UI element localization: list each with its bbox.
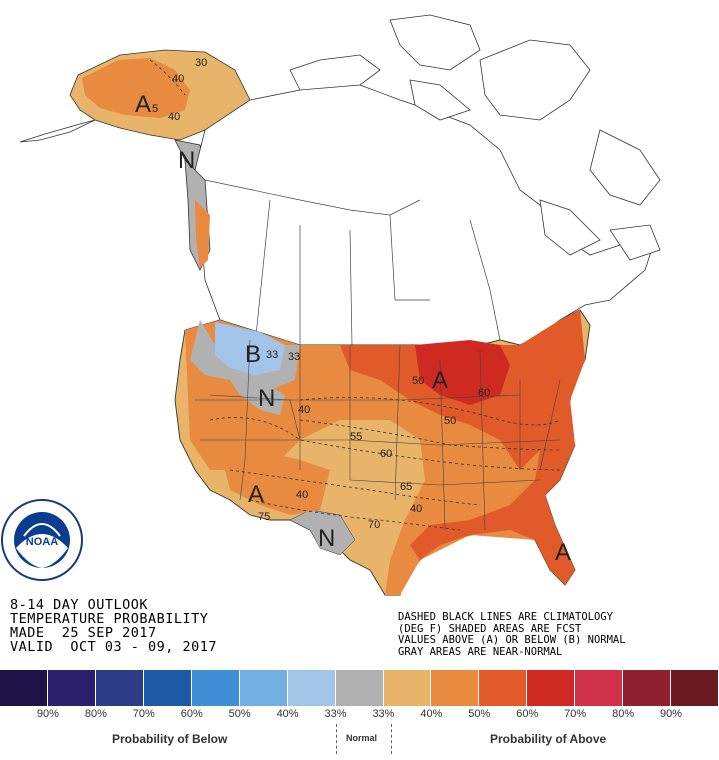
legend-swatch xyxy=(479,670,528,706)
texas-normal-label: N xyxy=(318,525,335,552)
legend-swatch xyxy=(47,670,96,706)
contour-40-alaska-a: 40 xyxy=(172,73,184,85)
notes-line-1: DASHED BLACK LINES ARE CLIMATOLOGY xyxy=(398,611,613,623)
legend-percent-label: 70% xyxy=(564,708,587,720)
notes-line-2: (DEG F) SHADED AREAS ARE FCST xyxy=(398,622,582,635)
legend-percent-label: 60% xyxy=(516,708,539,720)
legend-percent-label: 60% xyxy=(180,708,203,720)
pacific-coast-strip xyxy=(184,158,211,271)
alaska-region xyxy=(19,49,251,176)
legend-swatch xyxy=(95,670,144,706)
contour-50-a: 50 xyxy=(412,375,424,387)
map-notes: DASHED BLACK LINES ARE CLIMATOLOGY (DEG … xyxy=(398,611,716,658)
legend-swatch xyxy=(575,670,624,706)
contour-40-d: 40 xyxy=(296,489,308,501)
contour-33-a: 33 xyxy=(266,349,278,361)
legend-percent-label: 50% xyxy=(228,708,251,720)
contour-50-b: 50 xyxy=(444,415,456,427)
contour-65: 65 xyxy=(400,481,412,493)
contour-60-b: 60 xyxy=(478,387,490,399)
northwest-below-label: B xyxy=(245,341,261,368)
contour-33-b: 33 xyxy=(288,351,300,363)
noaa-logo: NOAA xyxy=(1,499,83,581)
northwest-normal-label: N xyxy=(258,385,275,412)
contour-30: 30 xyxy=(195,57,207,69)
legend-swatch xyxy=(431,670,480,706)
contour-40-c: 40 xyxy=(298,404,310,416)
legend-swatch xyxy=(191,670,240,706)
contour-70: 70 xyxy=(368,519,380,531)
legend-swatch xyxy=(335,670,384,706)
legend-percent-label: 80% xyxy=(84,708,107,720)
legend-percent-labels: 90% 80% 70% 60% 50% 40% 33% 33% 40% 50% 60% 70% 80% 9… xyxy=(0,708,719,724)
normal-divider-right xyxy=(391,724,392,754)
legend-swatch xyxy=(239,670,288,706)
contour-5: 5 xyxy=(152,103,158,115)
forecast-labels: A N B N A N A A 30 40 40 5 33 33 40 40 4… xyxy=(135,57,571,566)
climatology-lines xyxy=(209,397,561,531)
legend-percent-label: 90% xyxy=(36,708,59,720)
florida-above-label: A xyxy=(555,539,571,566)
legend-percent-label: 80% xyxy=(612,708,635,720)
canada-provinces xyxy=(204,179,501,346)
legend-color-bar xyxy=(0,670,719,706)
legend-percent-label: 33% xyxy=(324,708,347,720)
contour-40-alaska-b: 40 xyxy=(168,111,180,123)
outlook-map: A N B N A N A A 30 40 40 5 33 33 40 40 4… xyxy=(1,14,661,596)
normal-divider-left xyxy=(336,724,337,754)
legend-swatch xyxy=(623,670,672,706)
below-caption: Probability of Below xyxy=(112,732,228,746)
contour-75: 75 xyxy=(258,511,270,523)
header-line-1: 8-14 DAY OUTLOOK xyxy=(10,597,149,613)
legend-percent-label: 33% xyxy=(372,708,395,720)
state-lines xyxy=(195,339,561,531)
legend-percent-label: 40% xyxy=(420,708,443,720)
noaa-logo-text: NOAA xyxy=(26,536,58,548)
contour-55: 55 xyxy=(350,431,362,443)
great-lakes-above-label: A xyxy=(432,367,448,394)
southwest-above-label: A xyxy=(248,481,264,508)
legend-swatch xyxy=(0,670,48,706)
legend-percent-label: 90% xyxy=(660,708,683,720)
legend-swatch xyxy=(671,670,719,706)
contour-40-e: 40 xyxy=(410,503,422,515)
legend-swatch xyxy=(287,670,336,706)
legend-percent-label: 50% xyxy=(468,708,491,720)
legend-swatch xyxy=(383,670,432,706)
header-line-4: VALID OCT 03 - 09, 2017 xyxy=(10,639,218,655)
above-caption: Probability of Above xyxy=(490,732,607,746)
notes-line-3: VALUES ABOVE (A) OR BELOW (B) NORMAL xyxy=(398,634,626,646)
legend-swatch xyxy=(143,670,192,706)
contour-60-a: 60 xyxy=(380,448,392,460)
normal-caption: Normal xyxy=(346,733,378,743)
canada-region xyxy=(194,14,661,346)
legend-swatch xyxy=(527,670,576,706)
alaska-above-label: A xyxy=(135,91,151,118)
header-line-3: MADE 25 SEP 2017 xyxy=(10,625,157,641)
legend-percent-label: 40% xyxy=(276,708,299,720)
notes-line-4: GRAY AREAS ARE NEAR-NORMAL xyxy=(398,645,563,658)
header-line-2: TEMPERATURE PROBABILITY xyxy=(10,611,209,627)
alaska-normal-label: N xyxy=(178,147,195,174)
legend-percent-label: 70% xyxy=(132,708,155,720)
outlook-header: 8-14 DAY OUTLOOK TEMPERATURE PROBABILITY… xyxy=(10,598,330,654)
